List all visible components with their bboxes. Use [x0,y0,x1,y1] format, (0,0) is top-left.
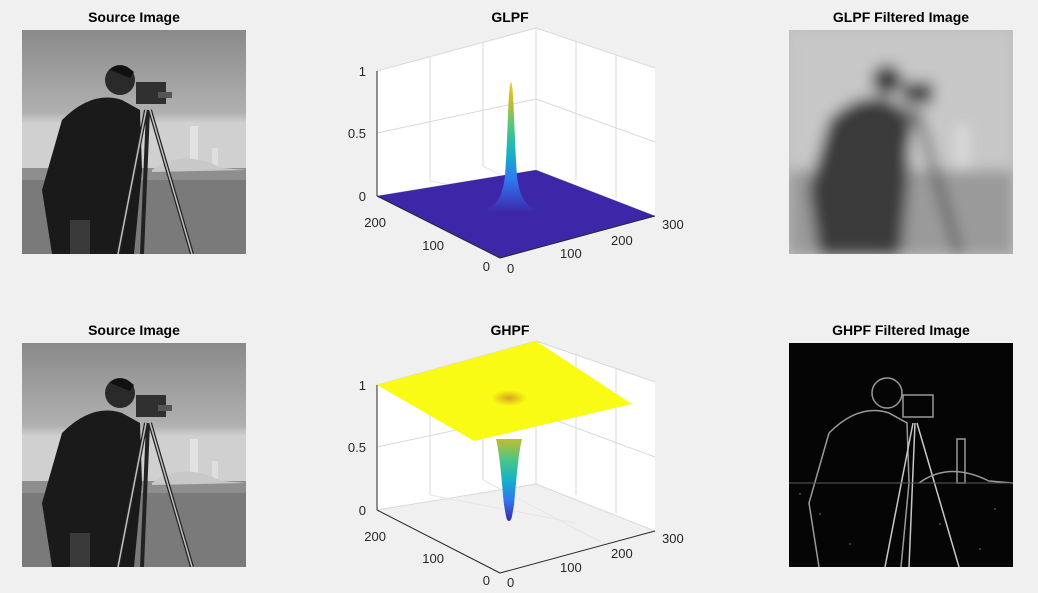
ghpf-xtick-300: 300 [662,531,684,546]
ghpf-ytick-100: 100 [422,551,444,566]
glpf-ztick-1: 1 [359,64,366,79]
ghpf-ytick-0: 0 [483,573,490,588]
glpf-xtick-200: 200 [611,233,633,248]
glpf-base-plane [377,170,655,258]
chart-title-glpf: GLPF [491,9,529,25]
glpf-surface-plot: 1 0.5 0 200 100 0 0 100 200 300 [348,27,684,276]
panel-title-source-1: Source Image [88,9,180,25]
source-image-2 [22,343,246,567]
ghpf-ytick-200: 200 [364,529,386,544]
ghpf-ztick-0: 0 [359,503,366,518]
ghpf-xtick-200: 200 [611,546,633,561]
glpf-filtered-image [789,30,1013,254]
ghpf-filtered-image [789,343,1013,567]
ghpf-ztick-05: 0.5 [348,440,366,455]
glpf-ytick-200: 200 [364,215,386,230]
glpf-ytick-0: 0 [483,259,490,274]
glpf-peak [486,82,536,213]
glpf-ztick-05: 0.5 [348,126,366,141]
glpf-ytick-100: 100 [422,238,444,253]
glpf-xtick-100: 100 [560,246,582,261]
ghpf-ztick-1: 1 [359,378,366,393]
ghpf-xtick-0: 0 [507,575,514,590]
ghpf-xtick-100: 100 [560,560,582,575]
ghpf-dip [496,439,522,521]
ghpf-surface-plot: 1 0.5 0 200 100 0 0 100 200 300 [348,340,684,590]
source-image-1 [22,30,246,254]
panel-title-glpf-filtered: GLPF Filtered Image [832,9,970,25]
panel-title-source-2: Source Image [88,322,180,338]
chart-title-ghpf: GHPF [490,322,530,338]
glpf-xtick-300: 300 [662,217,684,232]
glpf-xtick-0: 0 [507,261,514,276]
ghpf-hole [491,390,527,406]
glpf-ztick-0: 0 [359,189,366,204]
panel-title-ghpf-filtered: GHPF Filtered Image [832,322,970,338]
